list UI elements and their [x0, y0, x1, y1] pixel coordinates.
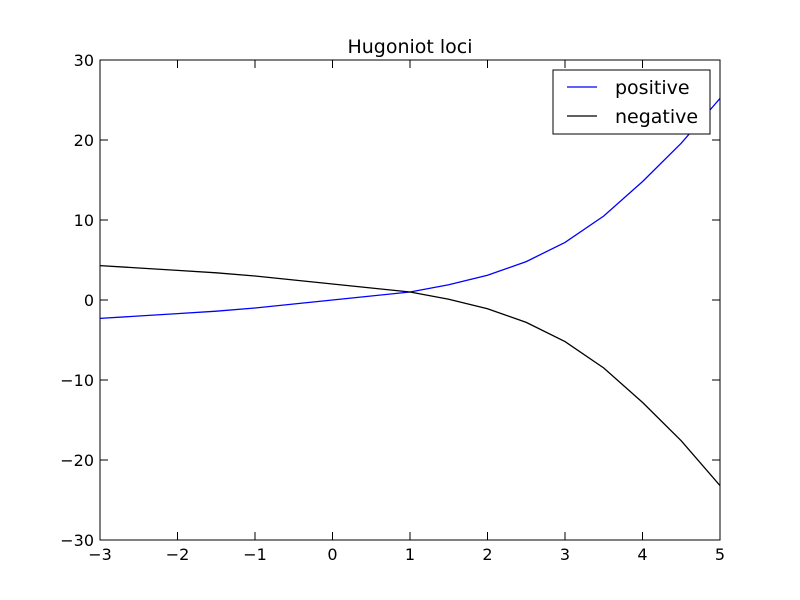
x-tick-label: −1: [243, 545, 267, 564]
y-tick-label: 30: [74, 51, 94, 70]
y-tick-label: 10: [74, 211, 94, 230]
y-tick-label: −20: [60, 451, 94, 470]
x-tick-label: 1: [405, 545, 415, 564]
legend-box: [552, 69, 711, 135]
y-tick-label: −30: [60, 531, 94, 550]
y-tick-label: −10: [60, 371, 94, 390]
y-tick-label: 20: [74, 131, 94, 150]
x-tick-label: 2: [482, 545, 492, 564]
y-tick-label: 0: [84, 291, 94, 310]
x-tick-label: 5: [715, 545, 725, 564]
legend-label-positive: positive: [615, 77, 690, 99]
x-tick-label: −2: [166, 545, 190, 564]
series-line-negative: [100, 264, 720, 487]
x-tick-label: 4: [637, 545, 647, 564]
x-tick-label: 3: [560, 545, 570, 564]
x-tick-label: −3: [88, 545, 112, 564]
x-tick-label: 0: [327, 545, 337, 564]
chart-title: Hugoniot loci: [347, 36, 472, 58]
legend: positive negative: [552, 69, 711, 135]
legend-label-negative: negative: [615, 106, 698, 128]
